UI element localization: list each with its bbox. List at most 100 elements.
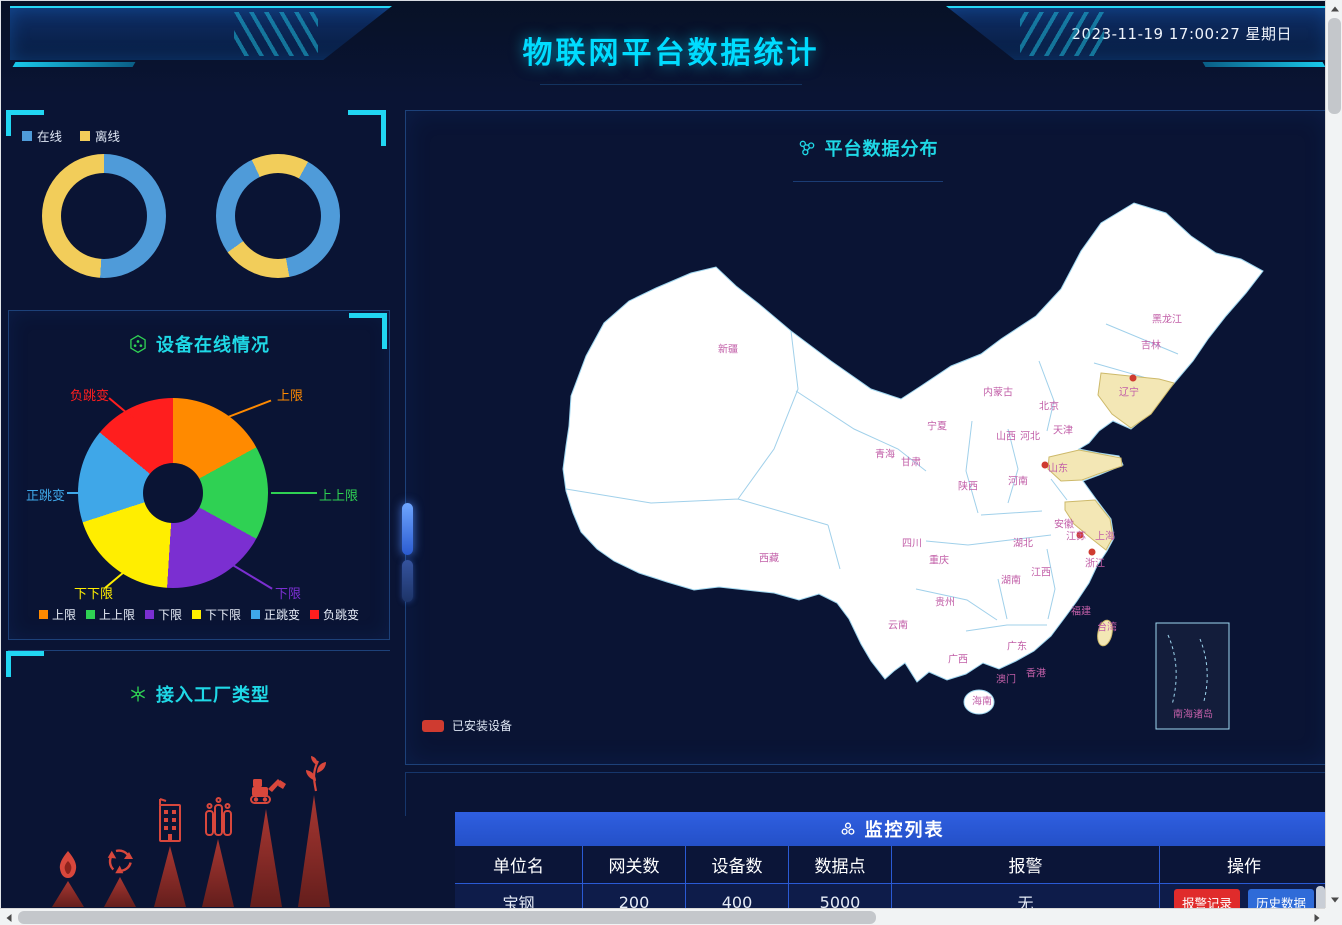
column-header: 单位名 [455, 846, 583, 883]
legend-swatch [80, 130, 91, 141]
hexagon-icon [130, 334, 146, 354]
device-pie[interactable] [78, 398, 268, 588]
online-donut-chart-2[interactable] [216, 154, 340, 278]
legend-label: 下限 [157, 608, 182, 622]
legend-item: 正跳变 [251, 606, 300, 623]
hainan-island [963, 689, 995, 715]
panel-title: 平台数据分布 [406, 135, 1329, 161]
legend-swatch [422, 719, 444, 732]
decor-slider-dim [402, 560, 413, 602]
pie-label: 下下限 [73, 587, 113, 602]
building-icon [159, 798, 181, 842]
biohazard-icon [841, 822, 854, 835]
factory-spike [298, 795, 330, 907]
legend-item: 上上限 [85, 606, 135, 623]
highlighted-province-jiangsu-shanghai[interactable] [1064, 499, 1114, 551]
pie-label-line [104, 567, 129, 589]
factory-spike [52, 881, 84, 907]
vertical-scrollbar-thumb[interactable] [1328, 18, 1341, 114]
legend-item: 下下限 [192, 606, 241, 623]
excavator-icon [250, 779, 286, 804]
page-title: 物联网平台数据统计 [522, 36, 820, 71]
scroll-right-button[interactable] [1308, 909, 1325, 925]
header-accent-bar-left [12, 62, 136, 67]
highlighted-province-shandong[interactable] [1047, 449, 1123, 482]
horizontal-scrollbar-thumb[interactable] [18, 911, 876, 924]
online-offline-panel: 在线 离线 [6, 108, 390, 302]
molecule-icon [799, 140, 814, 156]
pie-label-line [230, 563, 273, 590]
panel-title: 接入工厂类型 [8, 651, 390, 707]
device-marker [1076, 531, 1084, 539]
column-header: 设备数 [686, 846, 789, 883]
pie-label: 上上限 [319, 489, 359, 504]
column-header: 网关数 [583, 846, 686, 883]
pie-label-line [214, 399, 272, 423]
device-pie-legend: 上限 上上限 下限 下下限 正跳变 负跳变 [9, 606, 389, 623]
province-borders [565, 323, 1179, 632]
factory-spike [202, 839, 234, 907]
corner-bracket [6, 110, 44, 136]
panel-title-text: 接入工厂类型 [156, 685, 270, 706]
legend-label: 在线 [37, 129, 63, 144]
pie-label: 上限 [277, 389, 304, 404]
column-header: 报警 [892, 846, 1160, 883]
corner-bracket [349, 313, 387, 349]
decor-slider-bright [402, 503, 413, 555]
panel-title-text: 设备在线情况 [156, 335, 270, 356]
factory-types-panel: 接入工厂类型 [6, 650, 390, 908]
legend-swatch [38, 610, 48, 619]
legend-label: 负跳变 [323, 608, 360, 622]
scroll-up-button[interactable] [1326, 0, 1342, 17]
arrow-up-icon [1330, 6, 1339, 11]
online-donut-chart-1[interactable] [42, 154, 166, 278]
scroll-left-button[interactable] [0, 909, 17, 925]
recycle-icon [103, 849, 135, 879]
horizontal-scrollbar[interactable] [0, 908, 1325, 925]
scroll-down-button[interactable] [1326, 891, 1342, 908]
header-accent-bar-right [1202, 62, 1326, 67]
device-marker [1041, 461, 1049, 469]
header-decoration-right: 2023-11-19 17:00:27 星期日 [946, 6, 1328, 60]
window-edge-left [0, 0, 1, 925]
legend-item: 上限 [38, 606, 76, 623]
factory-icon [205, 797, 232, 836]
table-header-row: 单位名 网关数 设备数 数据点 报警 操作 [455, 846, 1328, 884]
map-legend: 已安装设备 [422, 717, 512, 734]
header-decoration-left [10, 6, 392, 60]
pie-label-line [271, 492, 317, 494]
scrollbar-corner [1325, 908, 1342, 925]
legend-label: 上上限 [98, 608, 135, 622]
table-frame-notch [405, 772, 406, 816]
plant-icon [306, 756, 326, 792]
legend-item: 下限 [144, 606, 182, 623]
legend-label: 已安装设备 [452, 719, 513, 733]
panel-title: 设备在线情况 [9, 311, 389, 357]
panel-title-text: 平台数据分布 [824, 139, 939, 160]
china-map-svg[interactable] [406, 111, 1331, 766]
column-header: 数据点 [789, 846, 892, 883]
table-title-bar: 监控列表 [455, 812, 1328, 846]
table-scrollbar-thumb[interactable] [1316, 886, 1325, 920]
south-china-sea-box [1155, 622, 1230, 730]
legend-swatch [144, 610, 154, 619]
highlighted-province-liaoning[interactable] [1097, 372, 1175, 429]
factory-spike [104, 877, 136, 907]
header-underline [540, 84, 802, 85]
legend-swatch [251, 610, 261, 619]
title-divider [792, 181, 943, 182]
china-outline [562, 202, 1264, 683]
legend-label: 下下限 [205, 608, 242, 622]
legend-swatch [192, 610, 201, 619]
corner-bracket [6, 651, 44, 677]
factory-spike [250, 809, 282, 907]
header: 2023-11-19 17:00:27 星期日 物联网平台数据统计 [0, 0, 1342, 96]
vertical-scrollbar[interactable] [1325, 0, 1342, 908]
pie-label: 正跳变 [25, 489, 65, 504]
device-marker [1129, 374, 1137, 382]
table-cell: 200 [583, 884, 686, 920]
snowflake-icon [131, 686, 145, 702]
factory-spike [154, 846, 186, 907]
table-title-text: 监控列表 [864, 820, 945, 841]
device-marker [1088, 548, 1096, 556]
